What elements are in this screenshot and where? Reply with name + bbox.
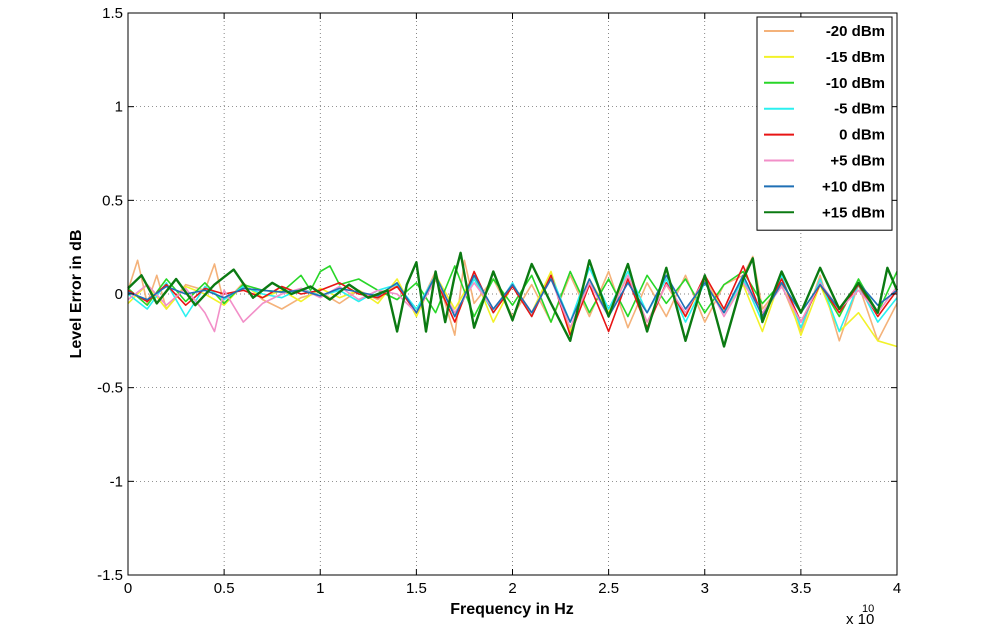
legend-label: +5 dBm: [830, 153, 885, 170]
axes: 0 0.5 1 1.5 2 2.5 3 3.5 4 -1.5 -1 -0.5 0 0.5 1 1.5: [97, 5, 901, 597]
x-tick-label: 2: [508, 580, 516, 597]
x-multiplier-label: x 10: [846, 611, 874, 626]
y-tick-label: 0.5: [102, 192, 123, 209]
x-tick-label: 0: [124, 580, 132, 597]
y-tick-label: -0.5: [97, 380, 123, 397]
x-tick-label: 4: [893, 580, 901, 597]
legend-label: +15 dBm: [822, 204, 885, 221]
legend: -20 dBm -15 dBm -10 dBm -5 dBm 0 dBm +5 dBm +1…: [756, 16, 893, 231]
legend-label: -20 dBm: [826, 23, 885, 40]
series-layer: [127, 251, 899, 348]
x-tick-label: 1: [316, 580, 324, 597]
legend-label: +10 dBm: [822, 178, 885, 195]
x-axis-label: Frequency in Hz: [450, 601, 574, 618]
legend-label: -5 dBm: [834, 101, 885, 118]
legend-label: -10 dBm: [826, 75, 885, 92]
x-tick-label: 3: [701, 580, 709, 597]
y-tick-label: 1: [115, 99, 123, 116]
legend-label: -15 dBm: [826, 49, 885, 66]
y-tick-label: 1.5: [102, 5, 123, 22]
series-line: [127, 251, 899, 348]
legend-box: [756, 16, 893, 231]
x-tick-label: 0.5: [214, 580, 235, 597]
x-tick-label: 3.5: [790, 580, 811, 597]
x-multiplier-exponent: 10: [862, 603, 874, 615]
y-tick-label: 0: [115, 286, 123, 303]
x-tick-label: 1.5: [406, 580, 427, 597]
x-tick-label: 2.5: [598, 580, 619, 597]
legend-label: 0 dBm: [839, 127, 885, 144]
y-tick-label: -1: [110, 473, 123, 490]
y-tick-label: -1.5: [97, 567, 123, 584]
y-axis-label: Level Error in dB: [68, 230, 85, 359]
